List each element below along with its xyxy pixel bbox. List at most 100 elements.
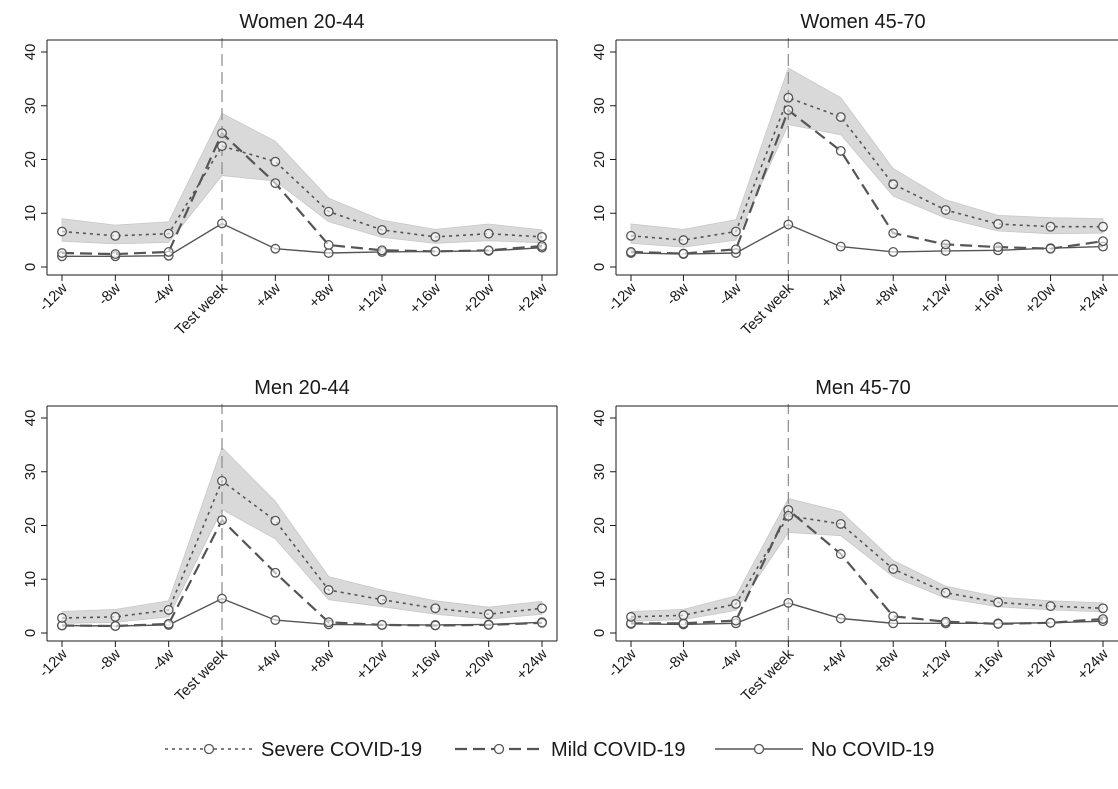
data-point — [110, 230, 121, 241]
series-line-dotted — [61, 479, 543, 619]
data-point — [377, 594, 387, 605]
data-point — [323, 617, 334, 628]
x-tick-label: -12w — [36, 280, 71, 315]
data-point — [57, 226, 67, 237]
series-line-dashed — [61, 518, 543, 628]
plot-area — [57, 404, 547, 641]
data-point — [678, 235, 689, 246]
x-tick-label: +20w — [1022, 280, 1060, 318]
y-tick-label: 40 — [591, 410, 608, 427]
x-tick-label: -4w — [716, 646, 745, 675]
data-point — [217, 218, 227, 229]
data-point — [678, 248, 689, 259]
data-point — [483, 245, 494, 256]
data-point — [1098, 603, 1108, 614]
data-point — [430, 246, 441, 257]
x-tick-label: +4w — [818, 646, 850, 678]
y-tick-label: 20 — [591, 151, 608, 168]
data-point — [888, 564, 899, 574]
data-point — [1045, 221, 1056, 232]
x-tick-label: +20w — [460, 280, 498, 318]
data-point — [940, 239, 951, 250]
data-point — [57, 613, 67, 623]
x-tick-label: +8w — [306, 646, 338, 678]
data-point — [217, 128, 227, 139]
data-point — [537, 603, 547, 614]
data-point — [835, 518, 846, 529]
data-point — [678, 618, 689, 629]
data-point — [835, 112, 846, 122]
data-point — [537, 231, 547, 242]
data-point — [940, 616, 951, 627]
data-point — [940, 205, 951, 215]
data-point — [626, 246, 636, 257]
data-point — [1045, 601, 1056, 612]
data-point — [537, 241, 547, 251]
series-line-solid — [630, 223, 1104, 255]
y-tick-label: 40 — [22, 410, 39, 427]
data-point — [323, 240, 334, 250]
x-tick-label: +4w — [252, 646, 284, 678]
data-point — [163, 246, 174, 257]
data-point — [323, 248, 334, 258]
data-point — [993, 242, 1004, 253]
data-point — [217, 515, 227, 526]
y-tick-label: 0 — [22, 629, 39, 637]
x-tick-label: -12w — [605, 280, 640, 315]
data-point — [888, 611, 899, 622]
plot-area — [626, 38, 1108, 275]
data-point — [888, 228, 899, 239]
data-point — [163, 228, 174, 239]
data-point — [163, 618, 174, 629]
legend-marker — [493, 743, 505, 755]
legend-label: Mild COVID-19 — [551, 739, 685, 761]
data-point — [270, 178, 281, 189]
x-tick-label: -8w — [95, 646, 124, 675]
data-point — [1045, 243, 1056, 254]
y-tick-label: 0 — [591, 263, 608, 271]
x-tick-label: +16w — [969, 280, 1007, 318]
data-point — [730, 599, 741, 609]
data-point — [163, 604, 174, 615]
x-tick-label: -8w — [663, 280, 692, 309]
y-tick-label: 10 — [591, 571, 608, 588]
y-tick-label: 0 — [22, 263, 39, 271]
data-point — [110, 611, 121, 622]
data-point — [483, 619, 494, 630]
x-tick-label: +24w — [513, 280, 551, 318]
x-tick-label: +24w — [1074, 280, 1112, 318]
x-tick-label: Test week — [738, 645, 798, 705]
panel-title: Women 20-44 — [239, 11, 364, 33]
panel-title: Women 45-70 — [800, 11, 925, 33]
x-tick-label: -12w — [605, 646, 640, 681]
data-point — [993, 618, 1004, 629]
panel-title: Men 20-44 — [254, 377, 350, 399]
series-line-dotted — [61, 145, 543, 238]
data-point — [270, 567, 281, 578]
y-tick-label: 30 — [22, 463, 39, 480]
y-tick-label: 20 — [22, 151, 39, 168]
x-tick-label: +12w — [353, 280, 391, 318]
x-tick-label: +8w — [306, 280, 338, 312]
data-point — [1045, 617, 1056, 628]
plot-area — [626, 404, 1108, 641]
data-point — [270, 243, 281, 254]
x-tick-label: +16w — [406, 280, 444, 318]
data-point — [626, 611, 636, 622]
y-tick-label: 20 — [591, 517, 608, 534]
series-line-dotted — [630, 96, 1103, 241]
series-line-dashed — [631, 508, 1104, 626]
series-line-dotted — [630, 514, 1104, 618]
confidence-band — [630, 67, 1104, 248]
data-point — [57, 248, 67, 258]
data-point — [835, 241, 846, 252]
data-point — [835, 145, 846, 156]
data-point — [783, 105, 794, 116]
x-tick-label: +4w — [818, 280, 850, 312]
data-point — [430, 603, 441, 614]
x-tick-label: +16w — [406, 646, 444, 684]
